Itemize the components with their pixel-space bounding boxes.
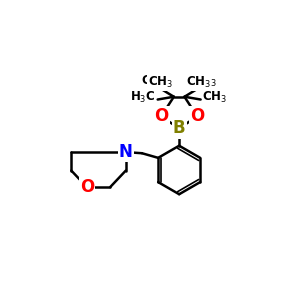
Text: CH$_3$: CH$_3$ xyxy=(148,75,173,90)
Text: H$_3$C: H$_3$C xyxy=(130,90,156,105)
Text: N: N xyxy=(119,143,133,161)
Text: B: B xyxy=(173,119,185,137)
Text: CH$_3$: CH$_3$ xyxy=(186,75,211,90)
Text: O: O xyxy=(154,107,168,125)
Text: CH$_3$: CH$_3$ xyxy=(192,74,218,88)
Text: CH$_3$: CH$_3$ xyxy=(202,90,228,105)
Text: O: O xyxy=(190,107,204,125)
Text: O: O xyxy=(80,178,94,196)
Text: CH$_3$: CH$_3$ xyxy=(141,74,166,88)
